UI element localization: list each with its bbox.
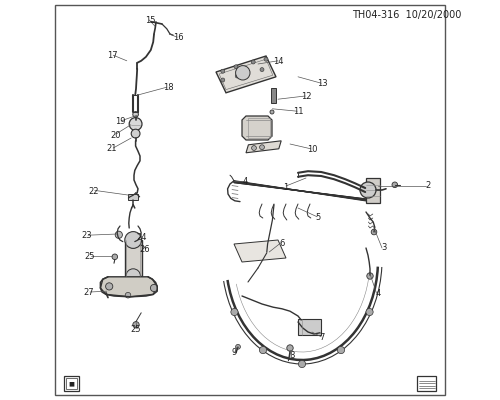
Text: 27: 27 <box>84 288 94 297</box>
Circle shape <box>264 249 271 256</box>
Circle shape <box>367 273 373 279</box>
Polygon shape <box>242 116 272 140</box>
Text: 11: 11 <box>293 108 303 116</box>
Text: 21: 21 <box>106 144 117 153</box>
Circle shape <box>231 308 238 316</box>
Circle shape <box>366 308 373 316</box>
Polygon shape <box>246 141 281 153</box>
Text: 3: 3 <box>382 244 386 252</box>
Bar <box>366 178 380 203</box>
Circle shape <box>236 344 240 349</box>
Circle shape <box>125 292 131 298</box>
Text: ■: ■ <box>68 381 74 386</box>
Circle shape <box>235 74 239 78</box>
Polygon shape <box>100 277 157 297</box>
Circle shape <box>236 66 250 80</box>
Text: 17: 17 <box>106 52 118 60</box>
Bar <box>248 118 270 138</box>
Circle shape <box>298 360 306 368</box>
Circle shape <box>106 283 113 290</box>
Text: 22: 22 <box>88 187 99 196</box>
Text: 13: 13 <box>316 80 328 88</box>
Polygon shape <box>216 56 276 93</box>
Polygon shape <box>234 240 286 262</box>
Circle shape <box>129 118 142 130</box>
Circle shape <box>287 345 293 351</box>
Text: 10: 10 <box>307 146 318 154</box>
Text: 7: 7 <box>320 334 324 342</box>
Text: 18: 18 <box>162 84 173 92</box>
Text: 19: 19 <box>114 118 125 126</box>
Circle shape <box>260 145 264 150</box>
Text: 12: 12 <box>301 92 311 101</box>
Circle shape <box>264 57 268 61</box>
Circle shape <box>133 322 139 328</box>
Bar <box>271 88 276 103</box>
Circle shape <box>131 129 140 138</box>
Circle shape <box>270 110 274 114</box>
Bar <box>64 376 79 391</box>
Bar <box>417 376 436 391</box>
Bar <box>66 378 77 389</box>
Text: 6: 6 <box>280 240 284 248</box>
Text: TH04-316  10/20/2000: TH04-316 10/20/2000 <box>352 10 462 20</box>
Circle shape <box>115 231 122 238</box>
Text: 15: 15 <box>145 16 155 25</box>
Text: 4: 4 <box>242 178 248 186</box>
Text: 16: 16 <box>172 34 184 42</box>
Circle shape <box>150 284 158 292</box>
Circle shape <box>360 182 376 198</box>
Circle shape <box>221 69 225 73</box>
Text: 23: 23 <box>82 232 92 240</box>
Text: 4: 4 <box>376 290 380 298</box>
Bar <box>125 240 142 276</box>
Circle shape <box>252 146 256 150</box>
Text: 1: 1 <box>284 184 288 192</box>
Text: 26: 26 <box>140 246 150 254</box>
Bar <box>298 319 321 335</box>
Bar <box>128 194 138 200</box>
Text: 25: 25 <box>84 252 95 261</box>
Circle shape <box>392 182 398 188</box>
Text: 2: 2 <box>426 182 430 190</box>
Circle shape <box>371 229 377 235</box>
Circle shape <box>234 65 238 69</box>
Text: 24: 24 <box>136 234 146 242</box>
Text: 25: 25 <box>131 326 141 334</box>
Circle shape <box>260 68 264 72</box>
Circle shape <box>221 78 225 82</box>
Circle shape <box>133 112 138 117</box>
Circle shape <box>126 269 140 283</box>
Text: 9: 9 <box>232 348 236 357</box>
Circle shape <box>251 60 255 64</box>
Circle shape <box>125 232 142 248</box>
Text: 20: 20 <box>110 131 120 140</box>
Circle shape <box>260 346 266 354</box>
Circle shape <box>112 254 117 260</box>
Text: 5: 5 <box>316 214 320 222</box>
Circle shape <box>338 346 344 354</box>
Text: 14: 14 <box>272 58 283 66</box>
Text: 8: 8 <box>290 351 294 360</box>
